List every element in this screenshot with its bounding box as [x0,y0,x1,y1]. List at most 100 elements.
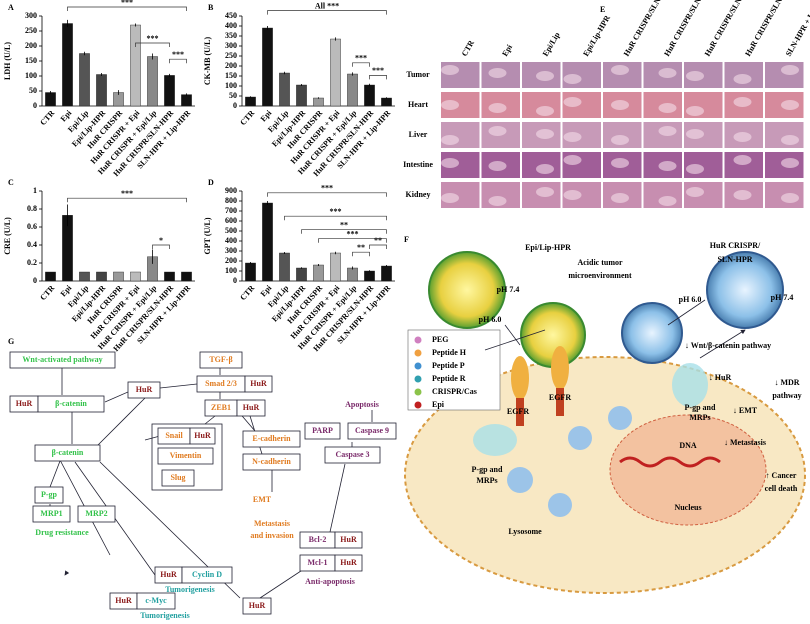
y-tick-label: 1 [33,186,37,195]
node-box [236,399,266,417]
diagram-label: pH 7.4 [497,285,520,294]
histology-texture [441,193,459,203]
column-label: Epi/Lip [541,30,562,58]
bar [130,24,141,107]
y-tick-label: 350 [225,31,237,40]
legend-swatch [414,336,422,344]
legend-swatch [414,349,422,357]
y-tick-label: 400 [225,236,237,245]
bar [130,271,141,282]
bar [181,94,192,107]
diagram-label: pH 6.0 [479,315,502,324]
histology-texture [563,74,582,84]
node-label: β-catenin [52,448,84,457]
significance-bracket [352,251,370,257]
y-tick-label: 100 [225,81,237,90]
node-box [157,447,214,465]
column-label: CTR [460,39,476,58]
y-tick-label: 0.6 [27,222,37,231]
x-tick-label: CTR [238,108,256,127]
diagram-label: ↓ MDR [774,378,799,387]
legend-label: Peptide P [432,361,465,370]
legend-swatch [414,388,422,396]
significance-label: All *** [315,1,339,10]
histology-texture [563,190,582,200]
node-box [181,566,233,584]
column-label: SLN-HPR + Lip-HPR [784,0,810,58]
histology-texture [536,164,554,174]
node-label: Mcl-1 [308,558,328,567]
histology-texture [488,196,507,206]
significance-label: *** [121,189,133,198]
node-box [9,351,116,369]
histology-texture [441,65,459,75]
significance-label: *** [121,0,133,7]
bar [245,96,256,107]
y-tick-label: 150 [25,56,37,65]
legend-label: Epi [432,400,445,409]
node-caption: EMT [253,495,272,504]
diagram-label: MRPs [689,413,710,422]
node-label: P-gp [41,490,58,499]
histology-texture [781,158,799,168]
node-label: Snail [165,431,183,440]
panel-letter: D [208,178,214,187]
y-tick-label: 200 [225,61,237,70]
histology-texture [733,74,752,84]
histology-texture [781,65,799,75]
legend-swatch [414,401,422,409]
node-caption: Drug resistance [35,528,89,537]
diagram-label: ↓ Wnt/β-catenin pathway [685,341,771,350]
node-box [304,422,341,440]
node-label: E-cadherin [252,434,291,443]
significance-bracket [267,192,387,197]
histology-texture [658,103,677,113]
significance-bracket [369,75,387,80]
significance-label: *** [147,34,159,43]
histology-texture [781,135,799,145]
node-box [199,351,243,369]
diagram-label: ↓ EMT [733,406,758,415]
histology-texture [611,65,629,75]
y-tick-label: 100 [25,71,37,80]
column-label: Epi/Lip-HPR [581,14,612,58]
node-caption: Tumorigenesis [140,611,190,620]
panel-letter: C [8,178,14,187]
y-tick-label: 200 [225,256,237,265]
histology-image [765,62,804,88]
histology-image [765,122,804,148]
row-label: Kidney [406,190,431,199]
diagram-label: P-gp and [685,403,716,412]
significance-bracket [318,238,387,243]
diagram-label: EGFR [507,407,529,416]
panel-letter: B [208,3,214,12]
node-box [334,531,363,549]
bar [313,264,324,282]
histology-texture [658,68,677,78]
y-axis-label: GPT (U/L) [203,217,212,254]
y-tick-label: 300 [225,246,237,255]
bar [96,74,107,107]
node-label: Slug [170,473,185,482]
legend-swatch [414,362,422,370]
node-label: β-catenin [55,399,87,408]
significance-label: ** [357,243,365,252]
node-box [77,505,116,523]
bar [79,271,90,282]
node-label: MRP1 [40,509,62,518]
group-box [151,423,223,491]
histology-texture [488,103,507,113]
y-tick-label: 150 [225,71,237,80]
histology-texture [686,164,704,174]
significance-bracket [284,215,387,221]
row-label: Liver [409,130,428,139]
bar [330,38,341,107]
y-axis-label: CK-MB (U/L) [203,37,212,86]
node-label: HuR [115,596,132,605]
histology-texture [686,71,704,81]
y-tick-label: 50 [229,91,237,100]
histology-texture [733,132,752,142]
node-box [34,486,64,504]
node-label: HuR [243,403,260,412]
